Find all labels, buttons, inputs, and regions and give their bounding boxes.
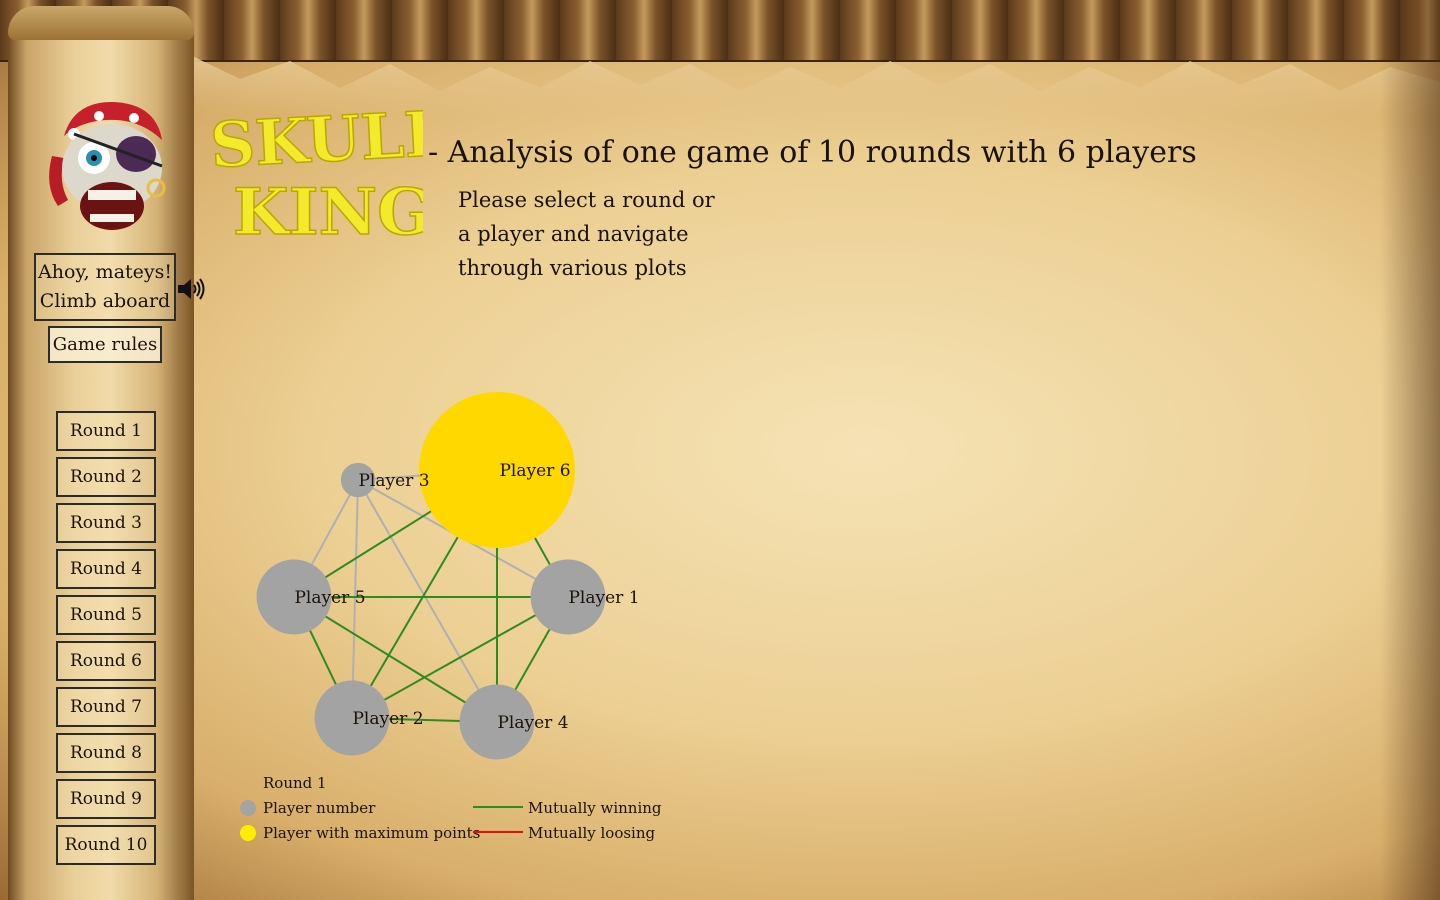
speaker-volume-icon[interactable] bbox=[177, 278, 205, 300]
legend-loosing: Mutually loosing bbox=[528, 824, 656, 842]
round-3-button[interactable]: Round 3 bbox=[56, 503, 156, 543]
graph-nodes: Player 6 Player 3 Player 5 Player 1 Player 2… bbox=[256, 392, 640, 760]
greeting-box: Ahoy, mateys! Climb aboard bbox=[34, 253, 176, 321]
round-1-button[interactable]: Round 1 bbox=[56, 411, 156, 451]
player-network-graph: Player 6 Player 3 Player 5 Player 1 Player 2… bbox=[256, 392, 640, 760]
legend-player-max: Player with maximum points bbox=[263, 824, 480, 842]
round-4-button[interactable]: Round 4 bbox=[56, 549, 156, 589]
player-node[interactable] bbox=[459, 684, 535, 760]
player-node[interactable] bbox=[256, 559, 332, 635]
player-node[interactable] bbox=[419, 392, 575, 548]
round-10-button[interactable]: Round 10 bbox=[56, 825, 156, 865]
player-label[interactable]: Player 1 bbox=[568, 588, 639, 608]
player-label[interactable]: Player 2 bbox=[352, 709, 423, 729]
player-label[interactable]: Player 4 bbox=[497, 713, 568, 733]
graph-edge bbox=[351, 479, 359, 719]
legend-max-dot bbox=[240, 825, 256, 841]
instructions-line-2: a player and navigate bbox=[458, 222, 689, 246]
graph-edge bbox=[357, 479, 498, 723]
round-8-button[interactable]: Round 8 bbox=[56, 733, 156, 773]
page-title: - Analysis of one game of 10 rounds with… bbox=[428, 135, 1197, 170]
skull-king-logo: SKULL KING bbox=[208, 96, 423, 248]
instructions-text: Please select a round or a player and na… bbox=[458, 183, 718, 285]
instructions-line-3: through various plots bbox=[458, 256, 687, 280]
svg-text:KING: KING bbox=[233, 175, 423, 248]
legend-player-dot bbox=[240, 800, 256, 816]
greeting-line-2: Climb aboard bbox=[39, 290, 171, 312]
round-6-button[interactable]: Round 6 bbox=[56, 641, 156, 681]
graph-edge bbox=[351, 596, 569, 719]
graph-edge bbox=[293, 596, 498, 723]
player-node[interactable] bbox=[314, 680, 390, 756]
instructions-line-1: Please select a round or bbox=[458, 188, 715, 212]
game-rules-button[interactable]: Game rules bbox=[48, 326, 162, 363]
round-9-button[interactable]: Round 9 bbox=[56, 779, 156, 819]
greeting-line-1: Ahoy, mateys! bbox=[37, 261, 173, 283]
graph-legend: Round 1 Player number Player with maximu… bbox=[240, 774, 662, 842]
player-node[interactable] bbox=[340, 462, 376, 498]
player-node[interactable] bbox=[530, 559, 606, 635]
pirate-skull-icon bbox=[49, 101, 166, 230]
player-label[interactable]: Player 6 bbox=[499, 461, 570, 481]
legend-player-number: Player number bbox=[263, 799, 376, 817]
round-7-button[interactable]: Round 7 bbox=[56, 687, 156, 727]
player-label[interactable]: Player 3 bbox=[358, 471, 429, 491]
legend-title: Round 1 bbox=[263, 774, 327, 792]
parchment-shadow bbox=[1380, 0, 1440, 900]
carved-wood-border bbox=[0, 0, 1440, 62]
svg-text:SKULL: SKULL bbox=[208, 97, 423, 182]
round-5-button[interactable]: Round 5 bbox=[56, 595, 156, 635]
round-2-button[interactable]: Round 2 bbox=[56, 457, 156, 497]
sidebar-scroll-cap bbox=[8, 6, 194, 40]
player-label[interactable]: Player 5 bbox=[294, 588, 365, 608]
legend-winning: Mutually winning bbox=[528, 799, 662, 817]
